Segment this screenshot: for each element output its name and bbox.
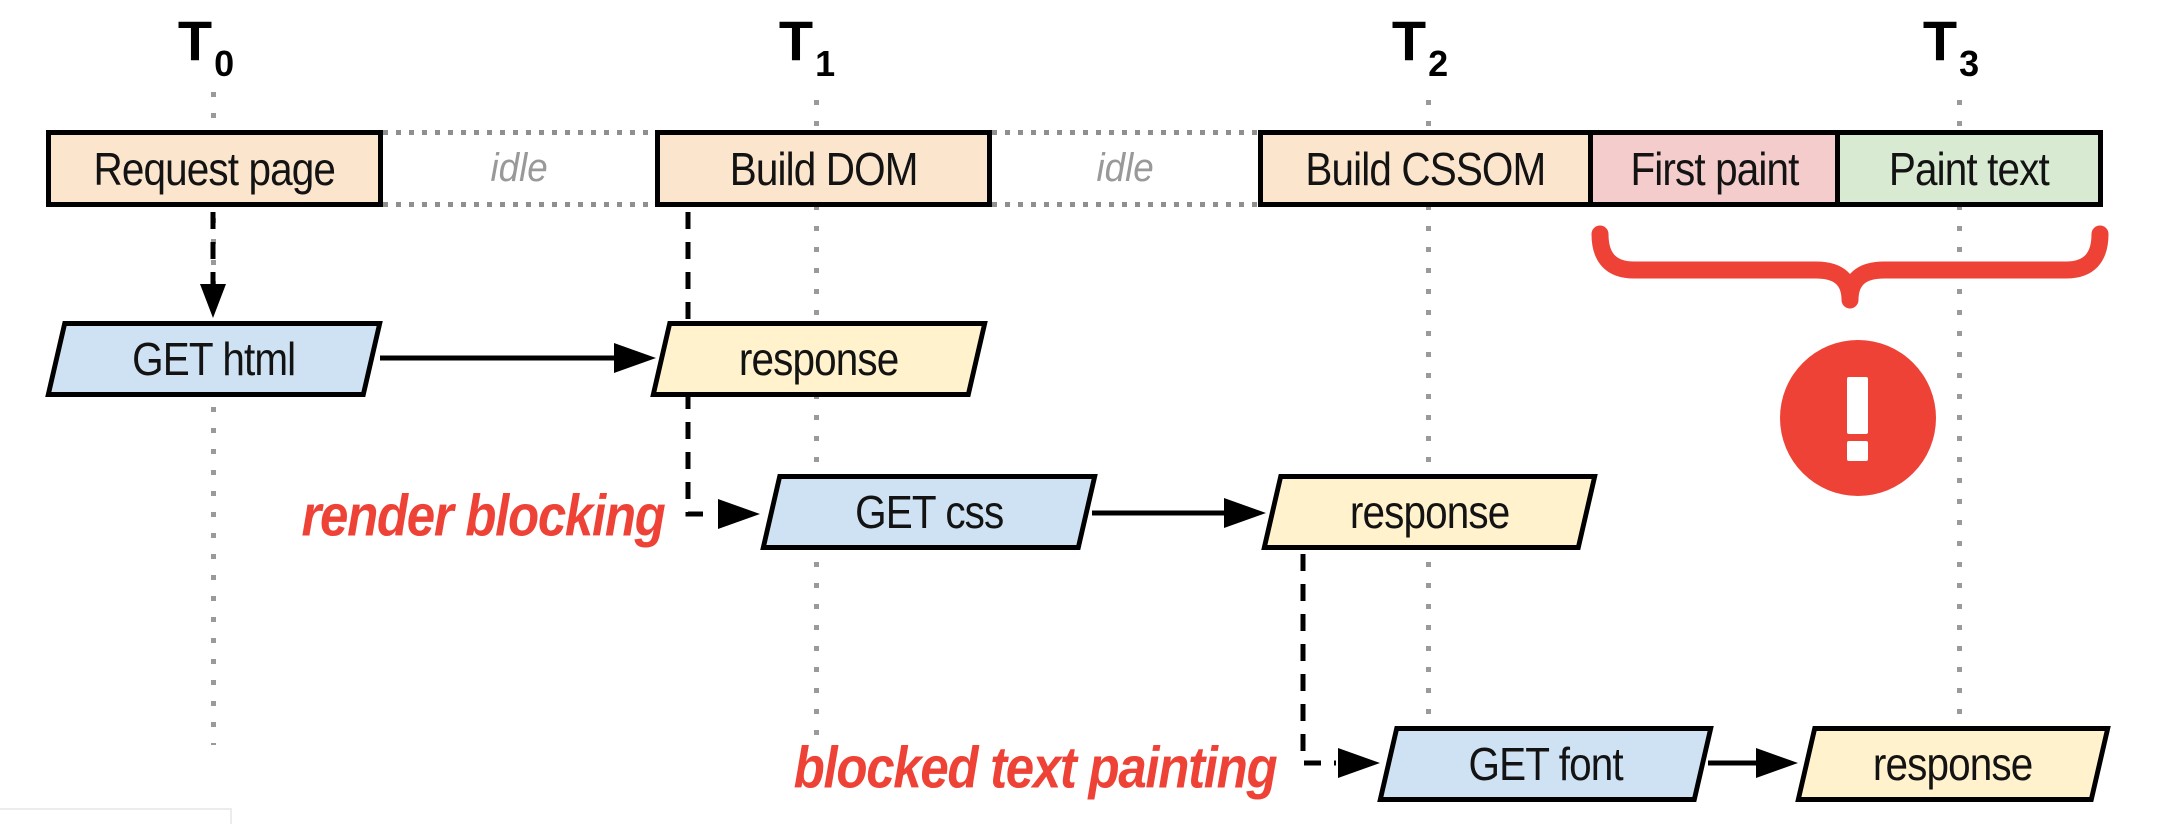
timeline-label-t0: T0	[177, 9, 235, 84]
dotted-gridline-t1	[814, 100, 819, 738]
shape-font-response: response	[1795, 726, 2111, 802]
warning-icon	[1780, 340, 1936, 496]
idle-dotted-edge	[992, 202, 1258, 207]
dotted-gridline-t3	[1957, 100, 1962, 722]
phase-box-request-page: Request page	[46, 130, 383, 207]
arrowhead-right-icon	[614, 343, 656, 373]
arrowhead-right-icon	[1756, 748, 1798, 778]
timeline-label-t3: T3	[1922, 9, 1980, 84]
timeline-label-t2: T2	[1391, 9, 1449, 84]
css-response-label: response	[1349, 486, 1510, 538]
shape-html-response: response	[650, 321, 988, 397]
exclamation-icon	[1847, 441, 1868, 461]
get-css-label: GET css	[854, 486, 1004, 538]
dotted-gridline-t0	[211, 92, 216, 745]
idle-region-1: idle	[383, 130, 655, 207]
warning-circle	[1780, 340, 1936, 496]
html-response-label: response	[739, 333, 899, 385]
arrowhead-right-icon	[1338, 748, 1380, 778]
curly-brace-icon	[1591, 225, 2109, 309]
exclamation-icon	[1847, 377, 1868, 434]
shape-get-css: GET css	[760, 474, 1098, 550]
arrowhead-right-icon	[1224, 498, 1266, 528]
phase-box-build-dom: Build DOM	[655, 130, 992, 207]
arrowhead-right-icon	[718, 499, 760, 529]
phase-box-paint-text: Paint text	[1835, 130, 2103, 207]
faint-artifact-corner	[0, 808, 232, 824]
phase-box-first-paint: First paint	[1588, 130, 1840, 207]
annotation-render-blocking: render blocking	[301, 483, 665, 549]
shape-css-response: response	[1261, 474, 1598, 550]
idle-dotted-edge	[383, 130, 655, 135]
font-response-label: response	[1873, 738, 2033, 790]
dotted-gridline-t2	[1426, 100, 1431, 722]
shape-get-font: GET font	[1377, 726, 1714, 802]
shape-get-html: GET html	[45, 321, 383, 397]
get-font-label: GET font	[1468, 738, 1623, 790]
phase-box-build-cssom: Build CSSOM	[1258, 130, 1593, 207]
connector-cssresponse-to-getfont	[1300, 554, 1336, 766]
timeline-label-t1: T1	[778, 9, 836, 84]
idle-dotted-edge	[992, 130, 1258, 135]
idle-dotted-edge	[383, 202, 655, 207]
idle-region-2: idle	[992, 130, 1258, 207]
annotation-blocked-text-painting: blocked text painting	[793, 735, 1278, 801]
get-html-label: GET html	[132, 333, 296, 385]
